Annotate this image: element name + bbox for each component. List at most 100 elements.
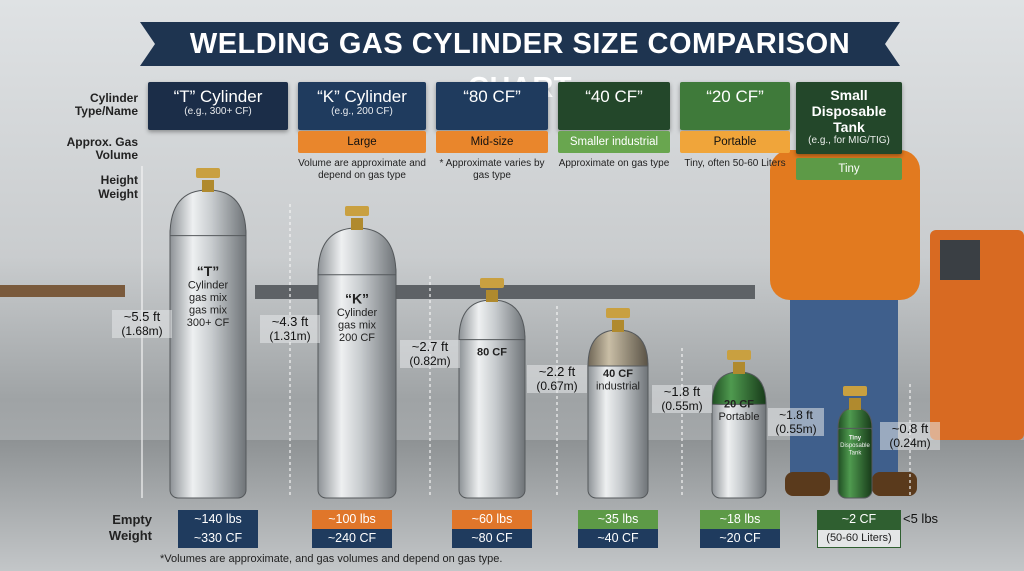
weight-box: ~100 lbs xyxy=(312,510,392,529)
cylinder-label: 300+ CF xyxy=(187,317,230,329)
cylinder-subtitle: (e.g., 200 CF) xyxy=(331,106,393,117)
height-label: ~5.5 ft (1.68m) xyxy=(112,310,172,338)
cylinder: 80 CF xyxy=(458,278,526,499)
size-tag: Portable xyxy=(680,131,790,153)
weight-box: ~18 lbs xyxy=(700,510,780,529)
cylinder-name: “80 CF” xyxy=(463,87,521,106)
height-value: ~1.8 ft xyxy=(663,384,701,399)
height-value: ~2.7 ft xyxy=(411,339,449,354)
cylinder-label: Portable xyxy=(719,411,760,423)
column-header: “20 CF” xyxy=(680,82,790,130)
size-tag: Mid-size xyxy=(436,131,548,153)
cylinder-body xyxy=(837,422,873,499)
cylinder-label: industrial xyxy=(596,381,640,393)
cylinder-neck xyxy=(351,218,363,230)
height-value: ~0.8 ft xyxy=(891,421,929,436)
height-value: ~1.8 ft xyxy=(779,408,813,422)
cylinder-label: “T” xyxy=(197,263,220,279)
cylinder-neck xyxy=(202,180,214,192)
volume-box: ~40 CF xyxy=(578,529,658,548)
size-tag: Tiny xyxy=(796,158,902,180)
row-label: Weight xyxy=(98,187,138,201)
volume-note: Approximate on gas type xyxy=(558,158,670,169)
cylinder-name: “20 CF” xyxy=(706,87,764,106)
row-label: Approx. Gas Volume xyxy=(66,135,138,162)
cylinder-shoulder xyxy=(458,299,526,341)
cylinder-valve xyxy=(345,206,369,216)
column-header: Small Disposable Tank (e.g., for MIG/TIG) xyxy=(796,82,902,154)
cylinder-label: gas mix xyxy=(338,320,376,332)
cylinder-label: Tiny xyxy=(849,436,862,442)
column-header: “K” Cylinder (e.g., 200 CF) xyxy=(298,82,426,130)
row-label: Height xyxy=(100,173,138,187)
height-metric: (0.55m) xyxy=(661,399,703,413)
cylinder-valve xyxy=(606,308,630,318)
cylinder-valve xyxy=(480,278,504,288)
cylinder-shoulder xyxy=(587,329,649,367)
height-metric: (0.24m) xyxy=(889,436,931,450)
row-label: Empty Weight xyxy=(108,512,152,543)
volume-box: ~330 CF xyxy=(178,529,258,548)
title: WELDING GAS CYLINDER SIZE COMPARISON CHA… xyxy=(189,28,851,104)
weight-box: ~2 CF xyxy=(817,510,901,529)
cylinder-valve xyxy=(843,386,867,396)
height-value: ~2.2 ft xyxy=(538,364,576,379)
cylinder-shoulder xyxy=(317,227,397,276)
cylinder-neck xyxy=(612,320,624,332)
weight-box: ~60 lbs xyxy=(452,510,532,529)
cylinder-subtitle: (e.g., 300+ CF) xyxy=(184,106,252,117)
cylinder-label: gas mix xyxy=(189,292,227,304)
workbench xyxy=(0,285,125,297)
cylinder-name: “40 CF” xyxy=(585,87,643,106)
row-label: Cylinder Type/Name xyxy=(74,91,138,118)
height-metric: (1.68m) xyxy=(121,324,163,338)
cylinder-name: “T” Cylinder xyxy=(173,87,263,106)
cylinder-label: “K” xyxy=(345,291,369,307)
weight-box: ~35 lbs xyxy=(578,510,658,529)
footnote: *Volumes are approximate, and gas volume… xyxy=(160,553,503,565)
height-label: ~4.3 ft (1.31m) xyxy=(260,315,320,343)
height-metric: (0.82m) xyxy=(409,354,451,368)
height-value: ~4.3 ft xyxy=(271,314,309,329)
cylinder-label: 80 CF xyxy=(477,346,507,358)
cylinder-label: Disposable xyxy=(840,443,870,449)
height-label: ~1.8 ft (0.55m) xyxy=(652,385,712,413)
cylinder-valve xyxy=(196,168,220,178)
height-value: ~5.5 ft xyxy=(123,309,161,324)
height-metric: (1.31m) xyxy=(269,329,311,343)
welder-panel xyxy=(940,240,980,280)
volume-note: Volume are approximate and depend on gas… xyxy=(298,158,426,181)
cylinder-valve xyxy=(727,350,751,360)
cylinder-neck xyxy=(486,290,498,302)
volume-box: ~240 CF xyxy=(312,529,392,548)
height-label: ~2.2 ft (0.67m) xyxy=(527,365,587,393)
size-tag: Smaller industrial xyxy=(558,131,670,153)
cylinder-label: Cylinder xyxy=(188,280,229,292)
cylinder-label: Tank xyxy=(849,451,863,457)
worker xyxy=(770,150,920,496)
column-header: “80 CF” xyxy=(436,82,548,130)
height-label: ~1.8 ft (0.55m) xyxy=(768,408,824,436)
cylinder-shoulder xyxy=(169,189,247,237)
volume-box: (50-60 Liters) xyxy=(817,529,901,548)
column-header: “40 CF” xyxy=(558,82,670,130)
size-tag: Large xyxy=(298,131,426,153)
height-metric: (0.67m) xyxy=(536,379,578,393)
extra-weight: <5 lbs xyxy=(903,511,939,526)
cylinder-name: “K” Cylinder xyxy=(317,87,407,106)
volume-note: * Approximate varies by gas type xyxy=(439,158,545,181)
cylinder-label: 200 CF xyxy=(339,332,375,344)
height-label: ~2.7 ft (0.82m) xyxy=(400,340,460,368)
cylinder-name: Small Disposable Tank xyxy=(811,87,887,135)
column-header: “T” Cylinder (e.g., 300+ CF) xyxy=(148,82,288,130)
cylinder-label: gas mix xyxy=(189,305,227,317)
cylinder-label: 20 CF xyxy=(724,398,754,410)
title-banner xyxy=(140,22,900,66)
volume-box: ~20 CF xyxy=(700,529,780,548)
